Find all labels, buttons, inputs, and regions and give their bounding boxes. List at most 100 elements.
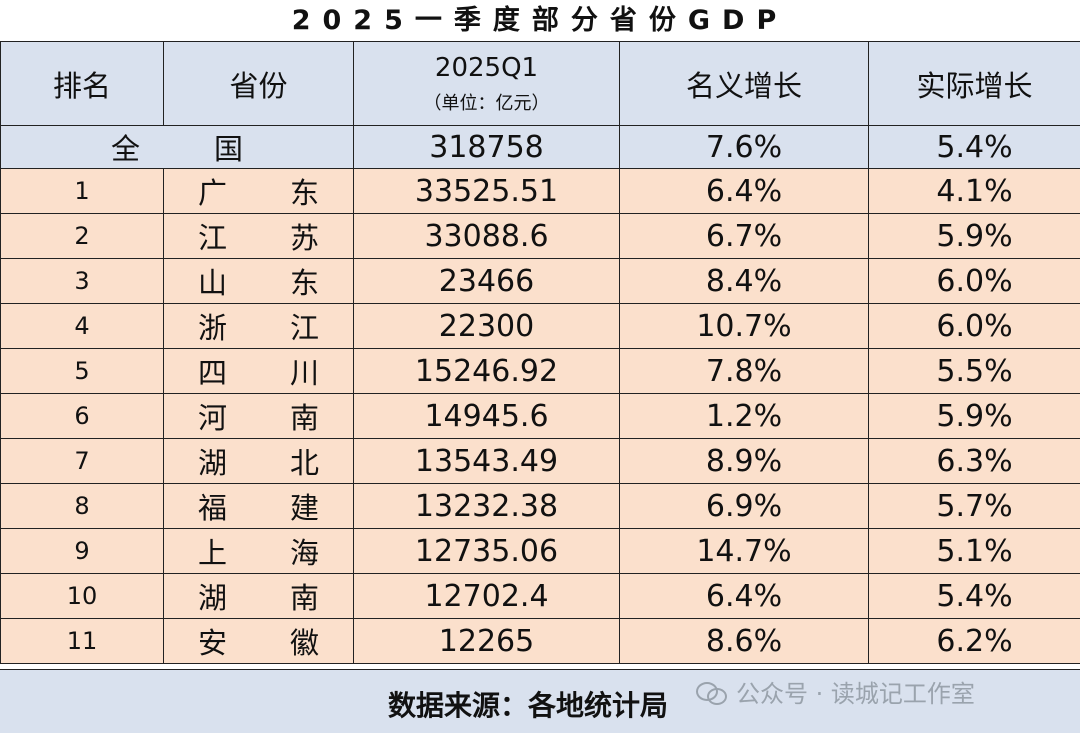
gdp-cell: 13232.38 bbox=[354, 484, 620, 529]
gdp-cell: 12735.06 bbox=[354, 529, 620, 574]
province-char-2: 北 bbox=[290, 440, 319, 482]
gdp-table: 排名 省份 2025Q1 （单位：亿元） 名义增长 实际增长 全 国 31875… bbox=[0, 41, 1080, 664]
header-gdp-label: 2025Q1 bbox=[354, 53, 619, 83]
province-char-2: 东 bbox=[290, 260, 319, 302]
nominal-growth-cell: 6.4% bbox=[620, 574, 869, 619]
province-char-1: 江 bbox=[198, 215, 227, 257]
nominal-growth-cell: 7.8% bbox=[620, 349, 869, 394]
province-char-1: 湖 bbox=[198, 440, 227, 482]
gdp-cell: 33088.6 bbox=[354, 214, 620, 259]
total-row: 全 国 318758 7.6% 5.4% bbox=[1, 126, 1080, 169]
total-nominal-growth: 7.6% bbox=[620, 126, 869, 169]
footer: 数据来源：各地统计局 公众号 · 读城记工作室 bbox=[0, 669, 1080, 733]
nominal-growth-cell: 8.4% bbox=[620, 259, 869, 304]
province-char-1: 浙 bbox=[198, 305, 227, 347]
rank-cell: 8 bbox=[1, 484, 164, 529]
rank-cell: 1 bbox=[1, 169, 164, 214]
gdp-cell: 23466 bbox=[354, 259, 620, 304]
total-gdp: 318758 bbox=[354, 126, 620, 169]
province-cell: 浙江 bbox=[164, 304, 354, 349]
nominal-growth-cell: 10.7% bbox=[620, 304, 869, 349]
gdp-cell: 14945.6 bbox=[354, 394, 620, 439]
header-rank: 排名 bbox=[1, 42, 164, 126]
province-cell: 河南 bbox=[164, 394, 354, 439]
gdp-cell: 12702.4 bbox=[354, 574, 620, 619]
real-growth-cell: 5.5% bbox=[869, 349, 1080, 394]
real-growth-cell: 5.9% bbox=[869, 214, 1080, 259]
nominal-growth-cell: 6.9% bbox=[620, 484, 869, 529]
total-real-growth: 5.4% bbox=[869, 126, 1080, 169]
province-char-2: 南 bbox=[290, 395, 319, 437]
header-real-growth: 实际增长 bbox=[869, 42, 1080, 126]
total-label-a: 全 bbox=[111, 126, 140, 168]
province-char-2: 海 bbox=[290, 530, 319, 572]
wechat-icon bbox=[696, 678, 728, 706]
real-growth-cell: 6.3% bbox=[869, 439, 1080, 484]
province-char-2: 东 bbox=[290, 170, 319, 212]
total-label-b: 国 bbox=[214, 126, 243, 168]
real-growth-cell: 4.1% bbox=[869, 169, 1080, 214]
province-cell: 上海 bbox=[164, 529, 354, 574]
province-cell: 山东 bbox=[164, 259, 354, 304]
province-char-2: 南 bbox=[290, 575, 319, 617]
rank-cell: 4 bbox=[1, 304, 164, 349]
rank-cell: 6 bbox=[1, 394, 164, 439]
rank-cell: 3 bbox=[1, 259, 164, 304]
gdp-cell: 33525.51 bbox=[354, 169, 620, 214]
province-char-1: 安 bbox=[198, 620, 227, 662]
real-growth-cell: 6.0% bbox=[869, 259, 1080, 304]
real-growth-cell: 5.4% bbox=[869, 574, 1080, 619]
real-growth-cell: 5.9% bbox=[869, 394, 1080, 439]
gdp-cell: 15246.92 bbox=[354, 349, 620, 394]
header-gdp: 2025Q1 （单位：亿元） bbox=[354, 42, 620, 126]
province-cell: 湖北 bbox=[164, 439, 354, 484]
province-char-2: 建 bbox=[290, 485, 319, 527]
header-row: 排名 省份 2025Q1 （单位：亿元） 名义增长 实际增长 bbox=[1, 42, 1080, 126]
nominal-growth-cell: 6.4% bbox=[620, 169, 869, 214]
gdp-cell: 13543.49 bbox=[354, 439, 620, 484]
rank-cell: 2 bbox=[1, 214, 164, 259]
province-cell: 湖南 bbox=[164, 574, 354, 619]
rank-cell: 10 bbox=[1, 574, 164, 619]
header-nominal-growth: 名义增长 bbox=[620, 42, 869, 126]
page-title: 2025一季度部分省份GDP bbox=[0, 0, 1080, 42]
gdp-cell: 22300 bbox=[354, 304, 620, 349]
province-char-1: 四 bbox=[198, 350, 227, 392]
total-label: 全 国 bbox=[1, 126, 354, 169]
province-char-1: 上 bbox=[198, 530, 227, 572]
nominal-growth-cell: 8.9% bbox=[620, 439, 869, 484]
province-cell: 四川 bbox=[164, 349, 354, 394]
data-source: 数据来源：各地统计局 bbox=[388, 684, 668, 724]
real-growth-cell: 5.1% bbox=[869, 529, 1080, 574]
province-char-1: 山 bbox=[198, 260, 227, 302]
watermark-text: 公众号 · 读城记工作室 bbox=[736, 674, 975, 709]
header-province: 省份 bbox=[164, 42, 354, 126]
province-char-1: 河 bbox=[198, 395, 227, 437]
nominal-growth-cell: 1.2% bbox=[620, 394, 869, 439]
province-char-2: 江 bbox=[290, 305, 319, 347]
province-char-2: 徽 bbox=[290, 620, 319, 662]
real-growth-cell: 6.2% bbox=[869, 619, 1080, 664]
nominal-growth-cell: 6.7% bbox=[620, 214, 869, 259]
province-cell: 安徽 bbox=[164, 619, 354, 664]
province-cell: 福建 bbox=[164, 484, 354, 529]
rank-cell: 5 bbox=[1, 349, 164, 394]
watermark: 公众号 · 读城记工作室 bbox=[696, 674, 975, 709]
nominal-growth-cell: 14.7% bbox=[620, 529, 869, 574]
province-cell: 广东 bbox=[164, 169, 354, 214]
province-char-2: 川 bbox=[290, 350, 319, 392]
real-growth-cell: 5.7% bbox=[869, 484, 1080, 529]
rank-cell: 7 bbox=[1, 439, 164, 484]
